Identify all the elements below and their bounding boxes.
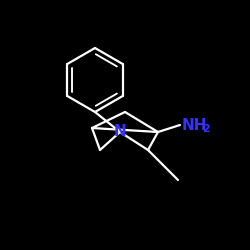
Text: N: N — [114, 124, 126, 140]
Text: NH: NH — [182, 118, 208, 132]
Text: 2: 2 — [202, 124, 210, 134]
